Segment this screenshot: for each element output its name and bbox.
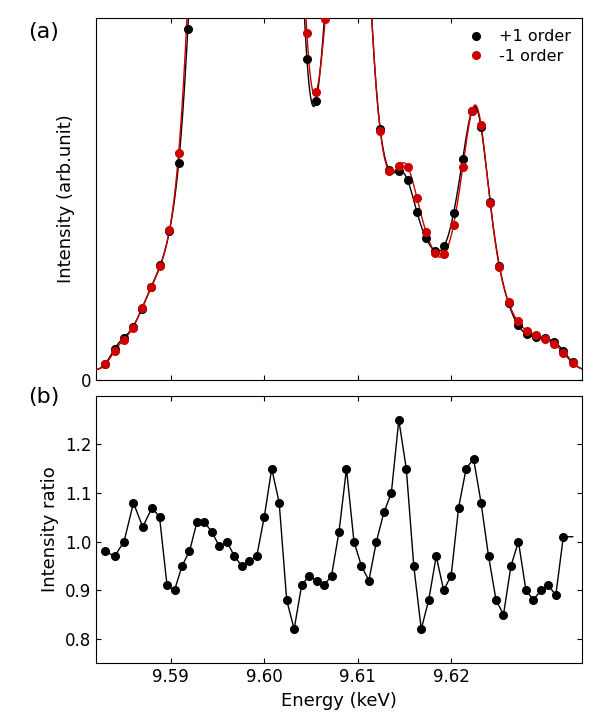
Legend: +1 order, -1 order: +1 order, -1 order bbox=[459, 26, 574, 67]
+1 order bbox=[139, 304, 146, 313]
-1 order bbox=[395, 162, 402, 171]
X-axis label: Energy (keV): Energy (keV) bbox=[281, 692, 397, 710]
-1 order bbox=[569, 359, 576, 368]
Line: +1 order: +1 order bbox=[101, 0, 577, 367]
Text: (b): (b) bbox=[28, 387, 59, 407]
+1 order bbox=[542, 334, 549, 343]
Line: -1 order: -1 order bbox=[101, 0, 577, 369]
+1 order bbox=[413, 207, 421, 216]
-1 order bbox=[542, 334, 549, 343]
+1 order bbox=[569, 358, 576, 367]
-1 order bbox=[413, 194, 421, 202]
-1 order bbox=[139, 303, 146, 312]
-1 order bbox=[102, 360, 109, 369]
+1 order bbox=[102, 359, 109, 368]
Y-axis label: Intensity (arb.unit): Intensity (arb.unit) bbox=[57, 115, 75, 283]
+1 order bbox=[395, 167, 402, 176]
Y-axis label: Intensity ratio: Intensity ratio bbox=[41, 467, 59, 592]
Text: (a): (a) bbox=[28, 22, 59, 42]
